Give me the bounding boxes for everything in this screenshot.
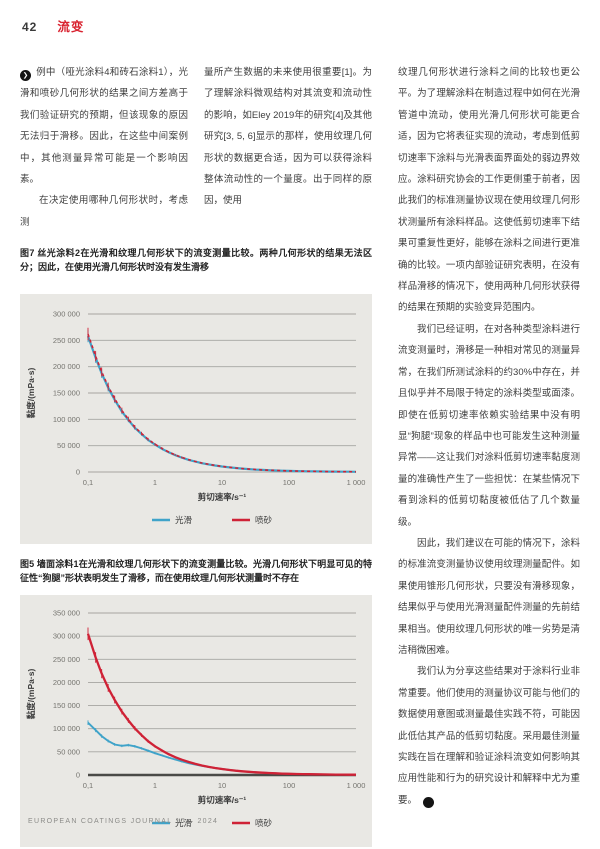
- svg-text:喷砂: 喷砂: [255, 818, 273, 828]
- body-paragraph: ❯ 例中（哑光涂料4和砖石涂料1），光滑和喷砂几何形状的结果之间方差高于我们验证研…: [20, 62, 188, 190]
- text-columns: ❯ 例中（哑光涂料4和砖石涂料1），光滑和喷砂几何形状的结果之间方差高于我们验证研…: [20, 62, 372, 233]
- figure5-caption: 图5 墙面涂料1在光滑和纹理几何形状下的流变测量比较。光滑几何形状下明显可见的特…: [20, 559, 372, 583]
- text-column-1: ❯ 例中（哑光涂料4和砖石涂料1），光滑和喷砂几何形状的结果之间方差高于我们验证研…: [20, 62, 188, 233]
- body-paragraph: 因此，我们建议在可能的情况下，涂料的标准流变测量协议使用纹理测量配件。如果使用锥…: [398, 537, 580, 656]
- svg-text:350 000: 350 000: [53, 609, 80, 618]
- svg-text:光滑: 光滑: [175, 818, 193, 828]
- svg-text:0,1: 0,1: [83, 781, 93, 790]
- svg-text:10: 10: [218, 781, 226, 790]
- svg-text:50 000: 50 000: [57, 748, 80, 757]
- svg-text:剪切速率/s⁻¹: 剪切速率/s⁻¹: [198, 795, 247, 805]
- svg-text:1: 1: [153, 781, 157, 790]
- figure7-chart: 0 50 000 100 000 150 000 200 000 250 000 300 0…: [20, 294, 372, 545]
- svg-text:黏度/(mPa·s): 黏度/(mPa·s): [26, 368, 36, 419]
- svg-text:10: 10: [218, 478, 226, 487]
- svg-text:50 000: 50 000: [57, 441, 80, 450]
- svg-text:光滑: 光滑: [175, 515, 193, 525]
- text-column-3: 纹理几何形状进行涂料之间的比较也更公平。为了理解涂料在制造过程中如何在光滑管道中…: [398, 62, 580, 847]
- paragraph-text: 例中（哑光涂料4和砖石涂料1），光滑和喷砂几何形状的结果之间方差高于我们验证研究…: [20, 67, 188, 186]
- left-area: ❯ 例中（哑光涂料4和砖石涂料1），光滑和喷砂几何形状的结果之间方差高于我们验证研…: [20, 62, 372, 848]
- svg-text:300 000: 300 000: [53, 632, 80, 641]
- page-content: ❯ 例中（哑光涂料4和砖石涂料1），光滑和喷砂几何形状的结果之间方差高于我们验证研…: [20, 62, 580, 848]
- article-continuation-icon: ❯: [20, 69, 31, 81]
- svg-text:0,1: 0,1: [83, 478, 93, 487]
- journal-footer: EUROPEAN COATINGS JOURNAL 10 – 2024: [28, 818, 219, 825]
- svg-text:150 000: 150 000: [53, 701, 80, 710]
- svg-text:200 000: 200 000: [53, 362, 80, 371]
- svg-text:200 000: 200 000: [53, 678, 80, 687]
- body-paragraph: 在决定使用哪种几何形状时，考虑测: [20, 195, 188, 228]
- body-paragraph: 我们已经证明，在对各种类型涂料进行流变测量时，滑移是一种相对常见的测量异常，在我…: [398, 323, 580, 528]
- svg-text:剪切速率/s⁻¹: 剪切速率/s⁻¹: [198, 492, 247, 502]
- section-title: 流变: [57, 20, 85, 34]
- svg-text:黏度/(mPa·s): 黏度/(mPa·s): [26, 669, 36, 720]
- paragraph-text: 我们认为分享这些结果对于涂料行业非常重要。他们使用的测量协议可能与他们的数据使用…: [398, 666, 580, 806]
- figure7-caption: 图7 丝光涂料2在光滑和纹理几何形状下的流变测量比较。两种几何形状的结果无法区分…: [20, 248, 372, 272]
- svg-text:1: 1: [153, 478, 157, 487]
- page-header: 42 流变: [22, 16, 84, 35]
- svg-text:150 000: 150 000: [53, 389, 80, 398]
- chart-svg: 0 50 000 100 000 150 000 200 000 250 000 300 0…: [26, 310, 366, 526]
- figure5-chart: 0 50 000 100 000 150 000 200 000 250 000 300 0…: [20, 595, 372, 848]
- svg-text:0: 0: [76, 771, 80, 780]
- svg-text:喷砂: 喷砂: [255, 515, 273, 525]
- svg-text:100: 100: [283, 478, 296, 487]
- svg-text:100 000: 100 000: [53, 724, 80, 733]
- svg-text:1 000: 1 000: [347, 478, 366, 487]
- text-column-2: 量所产生数据的未来使用很重要[1]。为了理解涂料微观结构对其流变和流动性的影响，…: [204, 62, 372, 233]
- body-paragraph: 我们认为分享这些结果对于涂料行业非常重要。他们使用的测量协议可能与他们的数据使用…: [398, 661, 580, 811]
- svg-text:250 000: 250 000: [53, 655, 80, 664]
- svg-text:1 000: 1 000: [347, 781, 366, 790]
- svg-text:100: 100: [283, 781, 296, 790]
- svg-text:250 000: 250 000: [53, 336, 80, 345]
- svg-text:0: 0: [76, 468, 80, 477]
- svg-text:300 000: 300 000: [53, 310, 80, 319]
- chart-svg: 0 50 000 100 000 150 000 200 000 250 000 300 0…: [26, 609, 366, 829]
- svg-text:100 000: 100 000: [53, 415, 80, 424]
- page-number: 42: [22, 20, 38, 34]
- body-paragraph: 纹理几何形状进行涂料之间的比较也更公平。为了理解涂料在制造过程中如何在光滑管道中…: [398, 67, 580, 314]
- article-end-icon: ❮: [423, 797, 441, 809]
- body-paragraph: 量所产生数据的未来使用很重要[1]。为了理解涂料微观结构对其流变和流动性的影响，…: [204, 67, 372, 207]
